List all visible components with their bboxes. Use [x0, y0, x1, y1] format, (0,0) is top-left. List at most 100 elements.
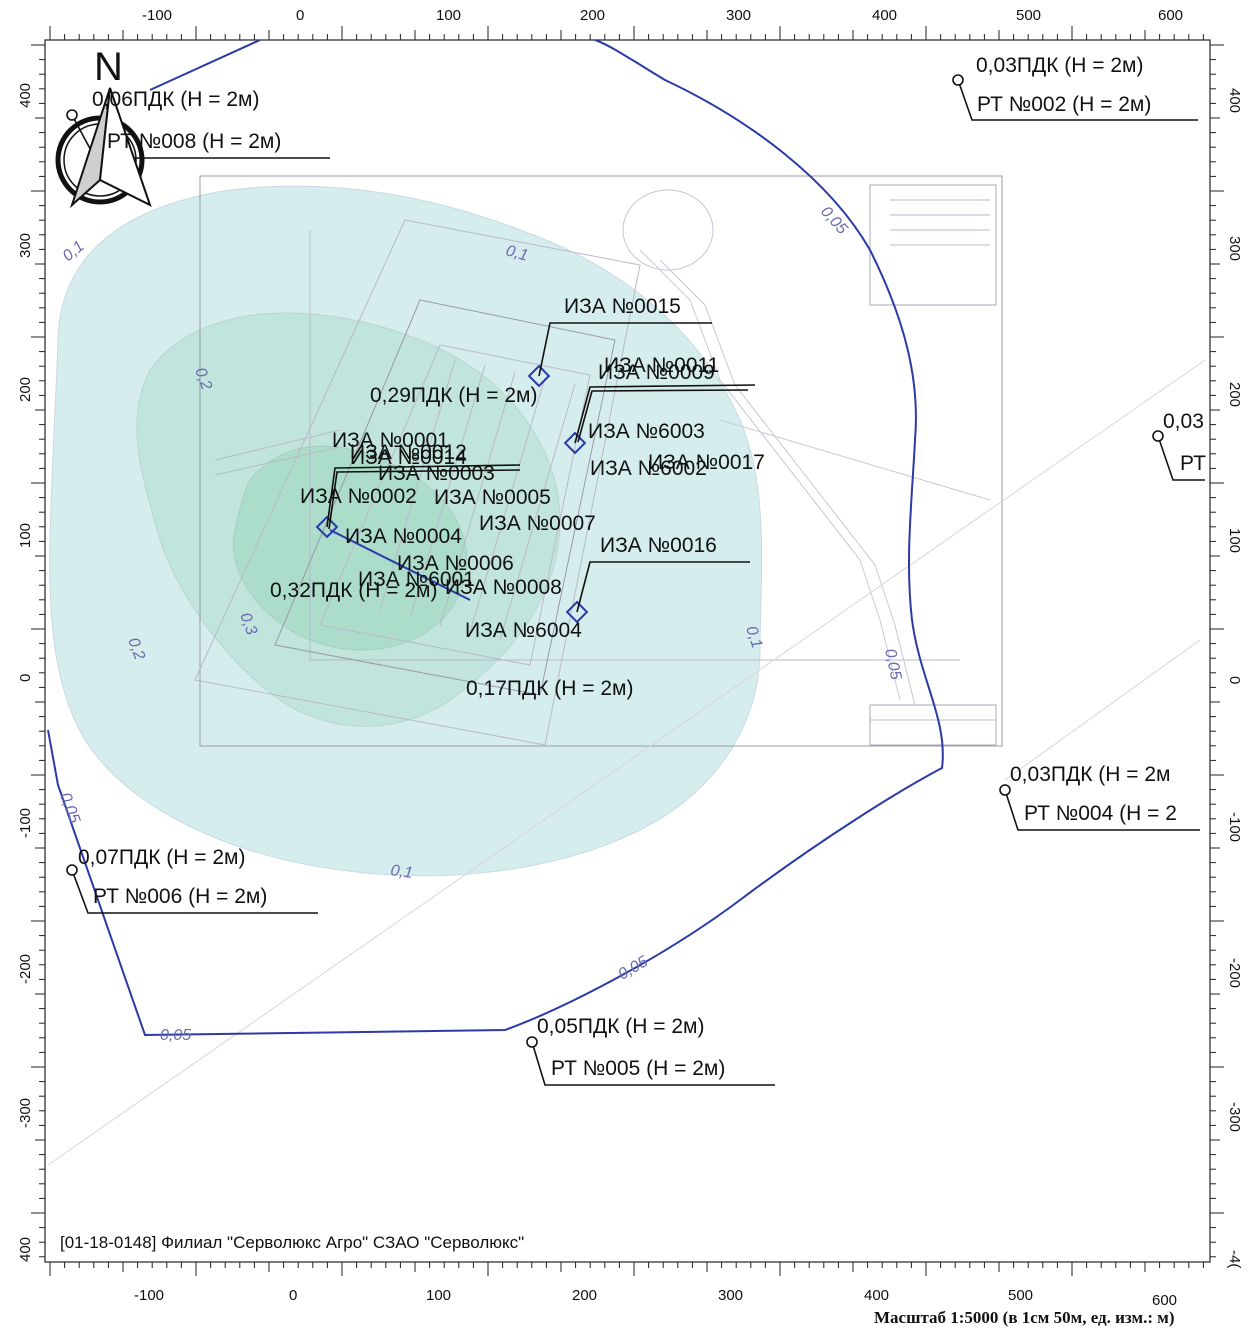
source-label: ИЗА №0008 — [445, 576, 562, 599]
receptor-point — [999, 784, 1011, 796]
top-axis-labels: -100 0 100 200 300 400 500 600 — [142, 7, 1183, 24]
tick-label: 0 — [1226, 676, 1243, 684]
receptor-value: 0,03ПДК (Н = 2м) — [976, 54, 1143, 77]
source-marker — [527, 364, 551, 388]
tick-label: 600 — [1152, 1292, 1177, 1309]
isoline-label: 0,05 — [881, 647, 904, 681]
max-value-label: 0,32ПДК (Н = 2м) — [270, 579, 437, 602]
receptor-name: РТ №002 (Н = 2м) — [977, 93, 1151, 116]
receptor-point — [66, 109, 78, 121]
north-arrow-icon: N — [55, 45, 152, 209]
isoline-label: 0,1 — [389, 862, 413, 882]
isoline-0-05 — [47, 39, 944, 1037]
source-label: ИЗА №0007 — [479, 512, 596, 535]
receptor-point — [66, 864, 78, 876]
tick-label: -100 — [1226, 812, 1243, 842]
tick-label: 100 — [436, 7, 461, 24]
receptor-value: 0,07ПДК (Н = 2м) — [78, 846, 245, 869]
source-label: ИЗА №6001 — [358, 568, 475, 591]
receptor-name: РТ №004 (Н = 2 — [1024, 802, 1177, 825]
tick-label: 400 — [1226, 88, 1243, 113]
scale-label: Масштаб 1:5000 (в 1см 50м, ед. изм.: м) — [874, 1308, 1175, 1327]
receptor-points — [66, 74, 1164, 1048]
tick-label: 600 — [1158, 7, 1183, 24]
source-label: ИЗА №6002 — [590, 457, 707, 480]
source-leaders — [326, 322, 756, 613]
isoline-label: 0,2 — [191, 366, 215, 393]
site-plan-drawing — [194, 175, 1003, 747]
source-label: ИЗА №6003 — [588, 420, 705, 443]
source-label: ИЗА №0003 — [378, 462, 495, 485]
isoline-label: 0,3 — [236, 611, 260, 638]
max-value-label: 0,17ПДК (Н = 2м) — [466, 677, 633, 700]
source-label: ИЗА №0012 — [350, 441, 467, 464]
tick-label: -100 — [17, 808, 34, 838]
receptor-point — [1152, 430, 1164, 442]
tick-label: 100 — [17, 523, 34, 548]
tick-label: 200 — [580, 7, 605, 24]
tick-label: 400 — [17, 1237, 34, 1262]
tick-label: 300 — [17, 233, 34, 258]
bottom-axis-labels: -100 0 100 200 300 400 500 600 — [134, 1287, 1177, 1309]
receptor-name: РТ №006 (Н = 2м) — [93, 885, 267, 908]
source-label: ИЗА №0006 — [397, 552, 514, 575]
tick-label: 100 — [426, 1287, 451, 1304]
tick-label: 0 — [296, 7, 304, 24]
source-label: ИЗА №0016 — [600, 534, 717, 557]
tick-label: -200 — [1226, 958, 1243, 988]
receptor-name: РТ №008 (Н = 2м) — [107, 130, 281, 153]
tick-label: -300 — [1226, 1102, 1243, 1132]
source-label: ИЗА №0015 — [564, 295, 681, 318]
tick-label: -100 — [134, 1287, 164, 1304]
isoline-label: 0,1 — [742, 624, 765, 650]
tick-label: 0 — [17, 674, 34, 682]
tick-label: -4( — [1226, 1250, 1243, 1268]
source-markers — [315, 364, 589, 624]
left-axis-labels: 400 300 200 100 0 -100 -200 -300 400 — [17, 83, 34, 1262]
guide-lines — [47, 359, 1206, 1166]
source-marker — [563, 431, 587, 455]
receptor-point — [526, 1036, 538, 1048]
north-label: N — [94, 45, 123, 89]
receptor-name: РТ №005 (Н = 2м) — [551, 1057, 725, 1080]
receptor-point — [952, 74, 964, 86]
concentration-zone-0-3 — [232, 445, 468, 651]
receptor-value: 0,03ПДК (Н = 2м — [1010, 763, 1170, 786]
tick-label: 200 — [1226, 382, 1243, 407]
receptor-name: РТ — [1180, 452, 1206, 475]
source-marker — [565, 600, 589, 624]
tick-label: 100 — [1226, 528, 1243, 553]
source-label: ИЗА №0002 — [300, 485, 417, 508]
isoline-0-05-segment — [149, 39, 261, 91]
tick-label: 400 — [17, 83, 34, 108]
receptor-value: 0,06ПДК (Н = 2м) — [92, 88, 259, 111]
tick-label: -100 — [142, 7, 172, 24]
receptor-value: 0,05ПДК (Н = 2м) — [537, 1015, 704, 1038]
map-title: [01-18-0148] Филиал "Серволюкс Агро" СЗА… — [60, 1233, 524, 1252]
source-label: ИЗА №0009 — [598, 361, 715, 384]
max-value-label: 0,29ПДК (Н = 2м) — [370, 384, 537, 407]
tick-label: 300 — [1226, 236, 1243, 261]
tick-label: 400 — [872, 7, 897, 24]
tick-label: 500 — [1016, 7, 1041, 24]
tick-label: 500 — [1008, 1287, 1033, 1304]
isoline-label: 0,2 — [124, 636, 148, 663]
axis-rulers — [31, 26, 1224, 1276]
right-axis-labels: 400 300 200 100 0 -100 -200 -300 -4( — [1226, 88, 1243, 1268]
tick-label: 300 — [726, 7, 751, 24]
source-label: ИЗА №0011 — [604, 354, 719, 377]
source-label: ИЗА №0005 — [434, 486, 551, 509]
source-label: ИЗА №0017 — [648, 451, 765, 474]
tick-label: 300 — [718, 1287, 743, 1304]
tick-label: 0 — [289, 1287, 297, 1304]
receptor-value: 0,03 — [1163, 410, 1204, 433]
tick-label: -300 — [17, 1098, 34, 1128]
line-source — [329, 529, 471, 601]
isoline-label: 0,1 — [504, 242, 530, 264]
tick-label: 200 — [572, 1287, 597, 1304]
isoline-label: 0,05 — [160, 1027, 191, 1044]
tick-label: 400 — [864, 1287, 889, 1304]
source-label: ИЗА №0004 — [345, 525, 462, 548]
tick-label: -200 — [17, 954, 34, 984]
